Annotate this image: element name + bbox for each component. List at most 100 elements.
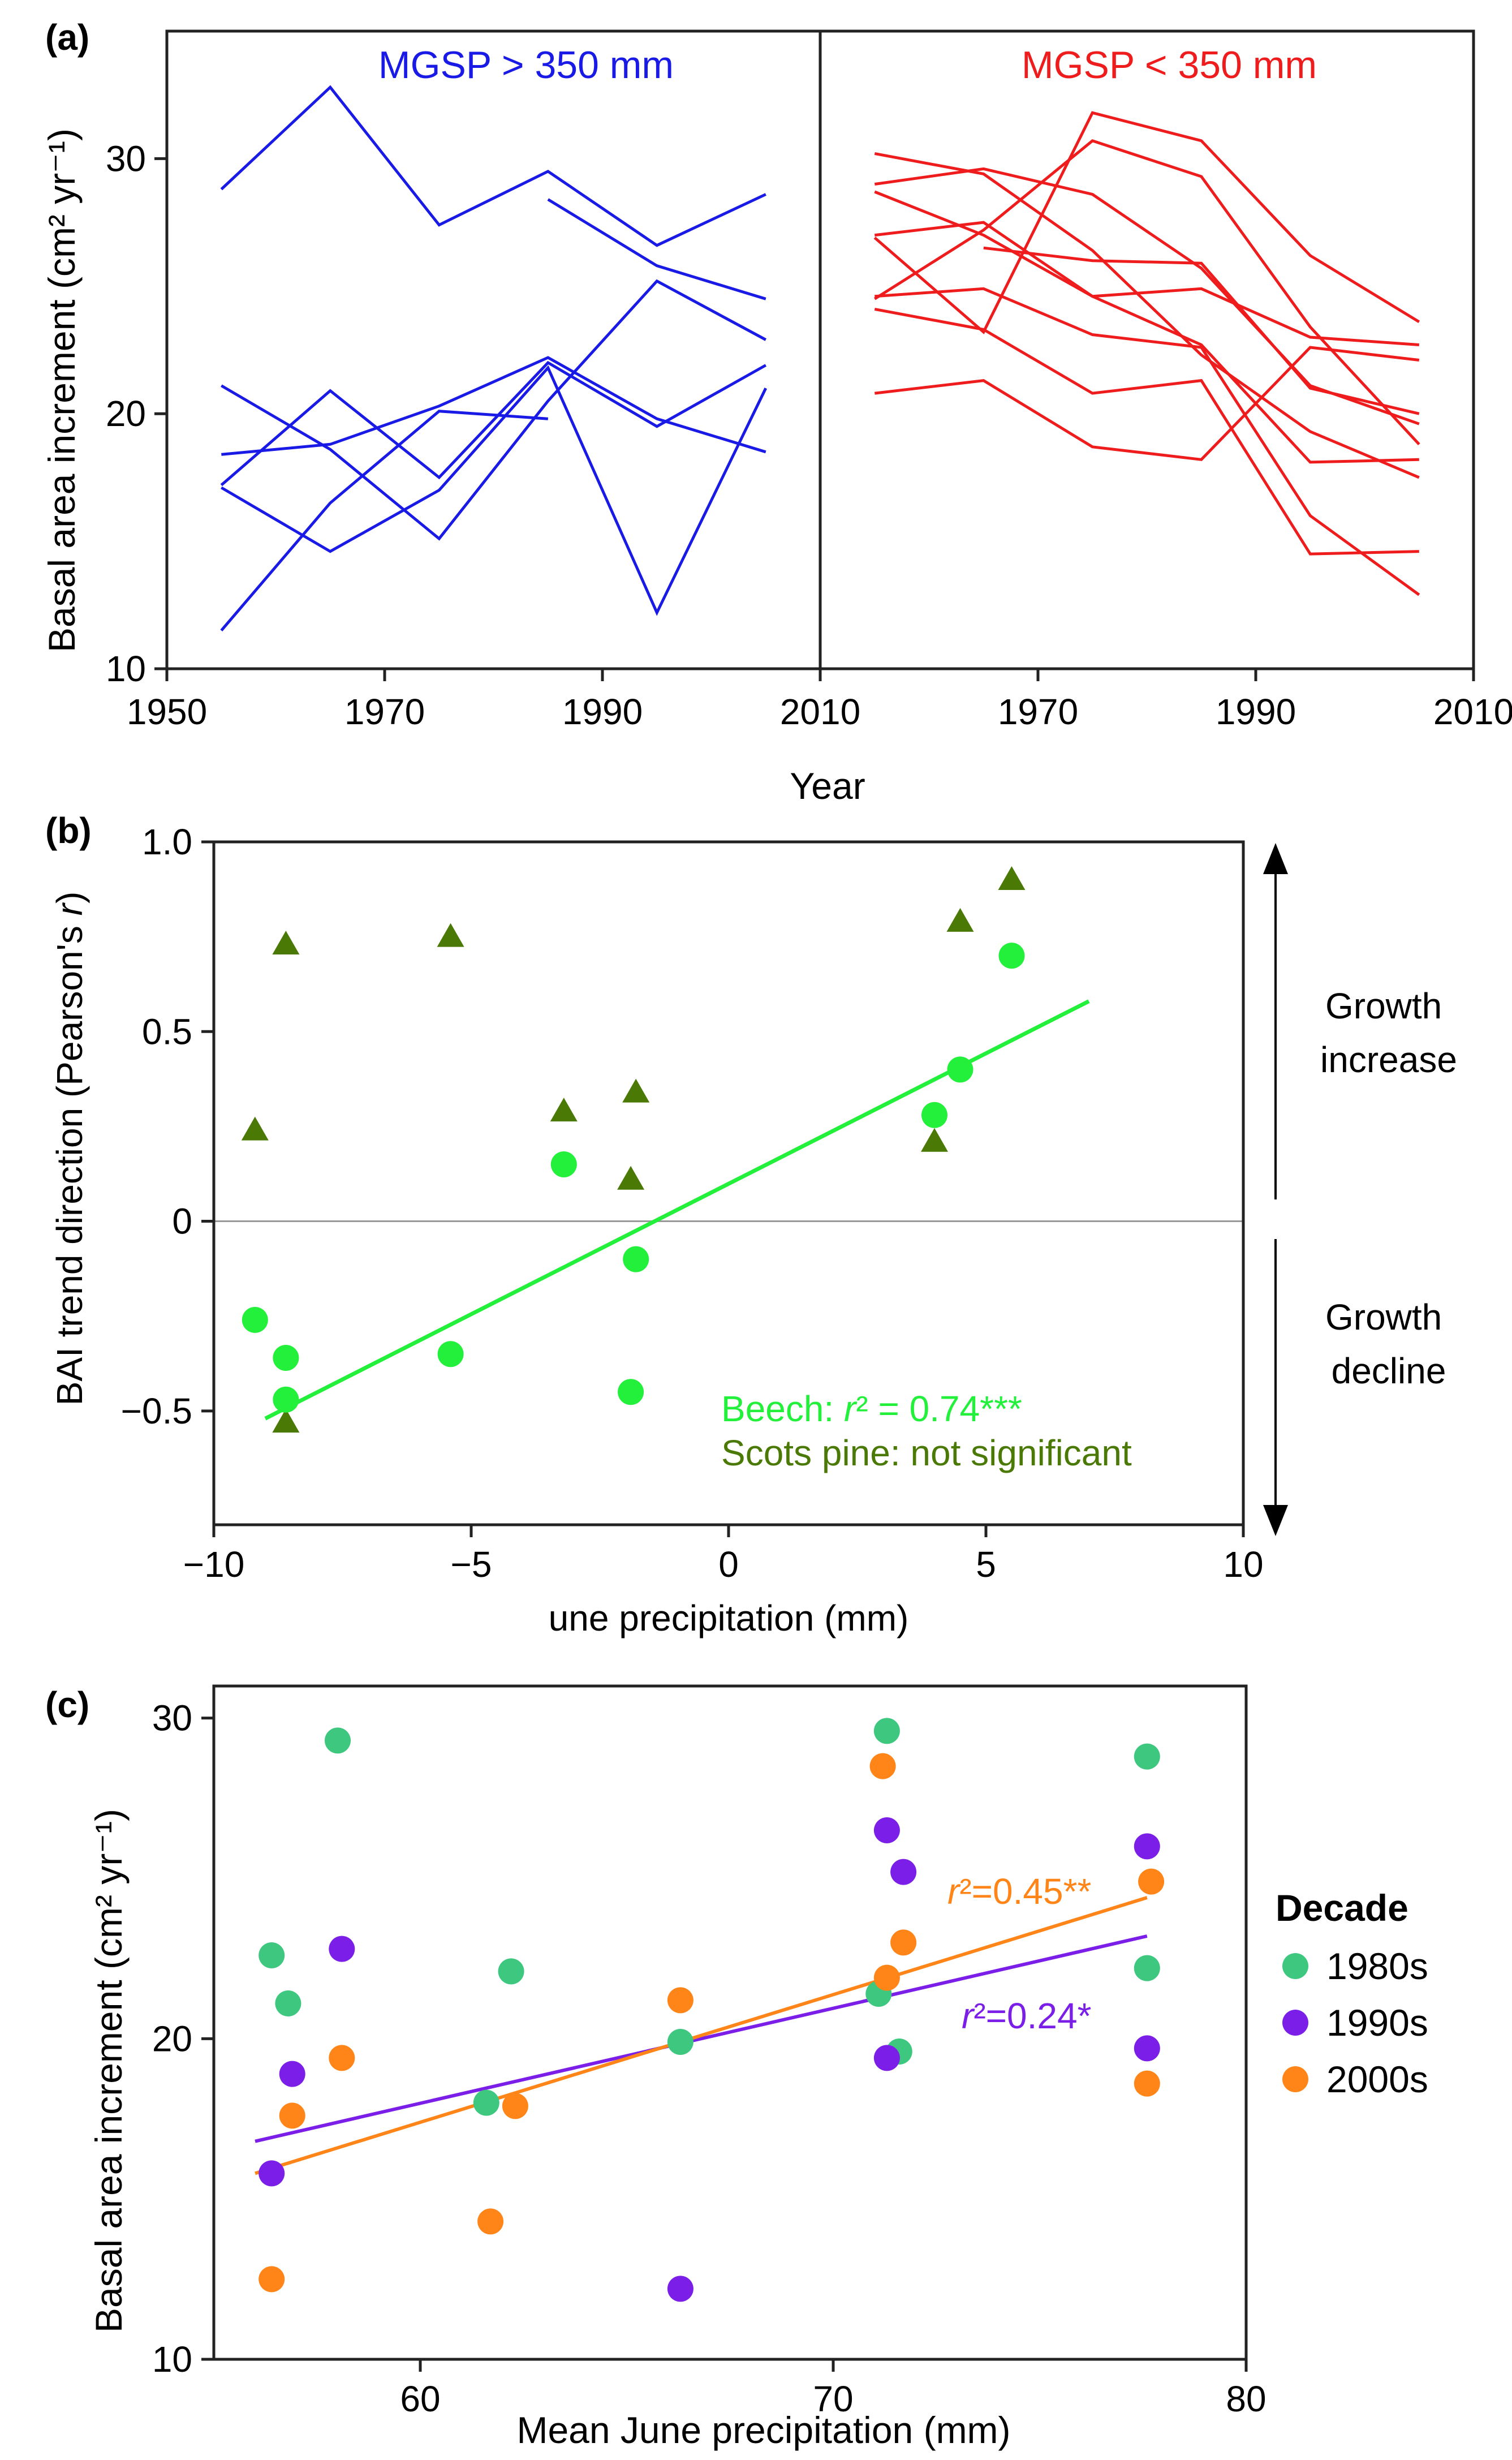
point-1980s: [325, 1727, 351, 1754]
growth-increase-line-1: Growth: [1325, 986, 1442, 1026]
panel-a-left-line-5: [220, 360, 767, 487]
growth-decline-label: Growth decline: [1325, 1297, 1452, 1391]
growth-decline-arrowhead: [1263, 1505, 1288, 1536]
panel-c-x-axis-label: Mean June precipitation (mm): [516, 2409, 1010, 2451]
panel-b-y-tick-label: 1.0: [142, 822, 192, 862]
panel-c-x-tick-label: 70: [813, 2379, 853, 2419]
panel-a-right-line-8: [875, 346, 1420, 461]
point-1990s: [279, 2061, 305, 2087]
scots-pine-point: [437, 923, 464, 947]
panel-a-left-line-7: [220, 410, 548, 632]
point-1990s: [259, 2160, 285, 2187]
point-1980s: [1134, 1955, 1160, 1981]
legend-label-2000s: 2000s: [1326, 2058, 1428, 2100]
growth-increase-line-2: increase: [1320, 1039, 1457, 1080]
point-1990s: [1134, 1833, 1160, 1860]
panel-c-x-tick-label: 80: [1226, 2379, 1266, 2419]
panel-c-label: (c): [45, 1684, 89, 1725]
panel-b-label: (b): [45, 810, 92, 851]
panel-a-x-tick-label: 1950: [127, 691, 207, 732]
beech-point: [273, 1344, 299, 1371]
beech-point: [947, 1056, 973, 1083]
growth-decline-line-1: Growth: [1325, 1297, 1442, 1337]
panel-a-left-line-4: [221, 356, 766, 456]
beech-point: [623, 1246, 649, 1272]
panel-b-y-axis-label-r: r: [49, 902, 90, 915]
fit-label-2000s-stat: ²=0.45**: [959, 1871, 1091, 1912]
fit-label-1990s: r²=0.24*: [962, 1995, 1091, 2036]
point-2000s: [1134, 2070, 1160, 2097]
point-1980s: [1134, 1743, 1160, 1770]
point-1990s: [667, 2276, 693, 2302]
point-2000s: [259, 2266, 285, 2293]
panel-a-right-line-5: [873, 111, 1420, 334]
panel-a-left-subplot: MGSP > 350 mm: [220, 44, 768, 632]
panel-a-left-title: MGSP > 350 mm: [378, 44, 674, 87]
legend-title: Decade: [1276, 1887, 1408, 1929]
legend-marker-1980s: [1282, 1953, 1308, 1979]
panel-b-x-tick-label: 10: [1223, 1544, 1263, 1585]
panel-a-left-line-6: [221, 365, 768, 616]
beech-point: [921, 1102, 947, 1128]
point-2000s: [667, 1987, 693, 2014]
panel-a-x-tick-label: 2010: [780, 691, 860, 732]
panel-b-y-tick-label: 0: [172, 1201, 192, 1242]
beech-point: [998, 943, 1025, 969]
point-1990s: [1134, 2035, 1160, 2062]
point-2000s: [329, 2045, 355, 2071]
point-2000s: [873, 1964, 900, 1991]
point-2000s: [502, 2093, 528, 2119]
growth-decline-line-2: decline: [1332, 1351, 1446, 1391]
beech-annotation: Beech: r² = 0.74***: [721, 1388, 1022, 1429]
point-1980s: [667, 2029, 693, 2055]
beech-annotation-r: r: [844, 1388, 858, 1429]
panel-a-x-tick-label: 1990: [562, 691, 643, 732]
panel-a-label: (a): [45, 17, 89, 58]
panel-a-left-line-2: [547, 198, 766, 300]
point-2000s: [279, 2102, 305, 2129]
panel-a-y-tick-label: 30: [106, 138, 146, 179]
panel-a-right-line-10: [983, 246, 1420, 415]
panel-a-right-line-3: [874, 190, 1419, 464]
growth-increase-label: Growth increase: [1320, 986, 1457, 1080]
panel-c: (c) 60 70 80 10 20 30 Basal area increment (c…: [45, 1684, 1428, 2451]
panel-b-y-axis-label-end: ): [49, 892, 90, 904]
panel-c-y-axis-label: Basal area increment (cm² yr⁻¹): [88, 1809, 130, 2333]
fit-label-1990s-r: r: [962, 1995, 975, 2036]
point-1990s: [890, 1859, 917, 1885]
panel-b-y-tick-label: 0.5: [142, 1011, 192, 1052]
scots-pine-point: [998, 866, 1026, 891]
panel-b-x-tick-label: −10: [183, 1544, 245, 1585]
panel-a-x-tick-label: 1970: [344, 691, 425, 732]
panel-a-y-axis-label: Basal area increment (cm² yr⁻¹): [41, 128, 83, 652]
growth-increase-arrowhead: [1263, 843, 1288, 874]
panel-b-x-axis-label: une precipitation (mm): [549, 1598, 909, 1638]
panel-b-x-tick-label: −5: [451, 1544, 492, 1585]
beech-point: [618, 1379, 644, 1405]
panel-b-y-axis-label-start: BAI trend direction (Pearson's: [49, 915, 90, 1405]
beech-point: [273, 1386, 299, 1413]
panel-a-right-title: MGSP < 350 mm: [1022, 44, 1317, 87]
legend: Decade 1980s 1990s 2000s: [1276, 1887, 1428, 2100]
beech-point: [242, 1306, 268, 1333]
beech-point: [437, 1341, 464, 1367]
legend-label-1980s: 1980s: [1326, 1945, 1428, 1987]
panel-c-y-tick-label: 20: [152, 2018, 192, 2059]
panel-a-y-tick-label: 10: [106, 648, 146, 689]
panel-b: (b) −10 −5 0 5 10 1.0 0.5 0 −0.5 BAI trend direc…: [45, 810, 1457, 1638]
panel-a-y-tick-label: 20: [106, 393, 146, 434]
panel-c-frame: [212, 1684, 1248, 2361]
panel-a-right-line-1: [874, 152, 1420, 479]
scots-pine-point: [241, 1116, 269, 1141]
point-1980s: [873, 1718, 900, 1744]
fit-label-2000s: r²=0.45**: [947, 1871, 1091, 1912]
point-2000s: [477, 2208, 504, 2235]
scots-pine-point: [272, 1408, 300, 1433]
panel-b-y-axis-label: BAI trend direction (Pearson's r): [49, 892, 90, 1406]
legend-marker-1990s: [1282, 2010, 1308, 2036]
scots-pine-point: [617, 1166, 645, 1190]
point-1990s: [329, 1936, 355, 1962]
pine-annotation: Scots pine: not significant: [721, 1433, 1132, 1473]
panel-b-y-tick-label: −0.5: [121, 1391, 192, 1431]
